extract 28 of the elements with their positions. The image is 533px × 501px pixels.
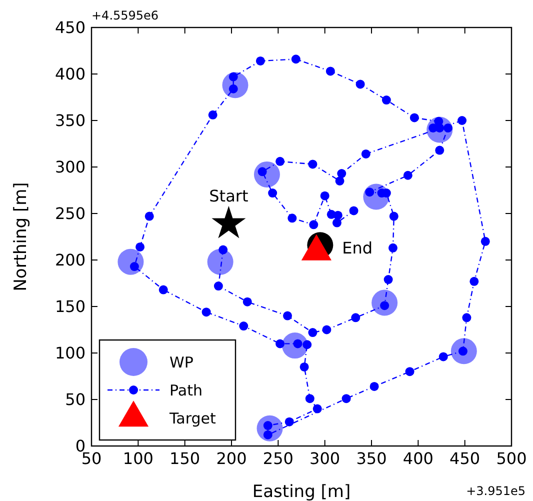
point xyxy=(207,248,234,275)
x-tick-label: 100 xyxy=(122,449,154,468)
y-axis-title: Northing [m] xyxy=(11,182,31,292)
x-tick-label: 300 xyxy=(310,449,340,468)
y-tick-label: 450 xyxy=(54,18,86,38)
annotation: Start xyxy=(209,186,248,206)
y-tick-label: 100 xyxy=(54,344,86,363)
x-tick-label: 350 xyxy=(356,449,387,468)
annotation: End xyxy=(342,238,373,258)
x-tick-label: 400 xyxy=(402,449,434,468)
x-tick-label: 150 xyxy=(170,449,200,468)
x-tick-label: 250 xyxy=(262,449,294,468)
text: +3.951e5 xyxy=(466,484,526,498)
y-tick-label: 150 xyxy=(54,297,86,316)
y-tick-label: 200 xyxy=(54,250,86,270)
legend-label: Path xyxy=(170,381,202,400)
x-tick-label: 500 xyxy=(496,449,527,468)
x-axis-title: Easting [m] xyxy=(252,482,351,501)
legend-label: WP xyxy=(170,353,194,372)
y-tick-label: 300 xyxy=(54,158,86,177)
y-tick-label: 250 xyxy=(54,204,86,224)
x-tick-label: 200 xyxy=(216,449,247,468)
y-tick-label: 400 xyxy=(54,64,86,84)
y-tick-label: 350 xyxy=(54,111,86,130)
text: +4.5595e6 xyxy=(92,8,159,22)
y-tick-label: 50 xyxy=(65,390,86,410)
x-tick-label: 450 xyxy=(450,449,480,468)
legend-label: Target xyxy=(168,409,216,428)
